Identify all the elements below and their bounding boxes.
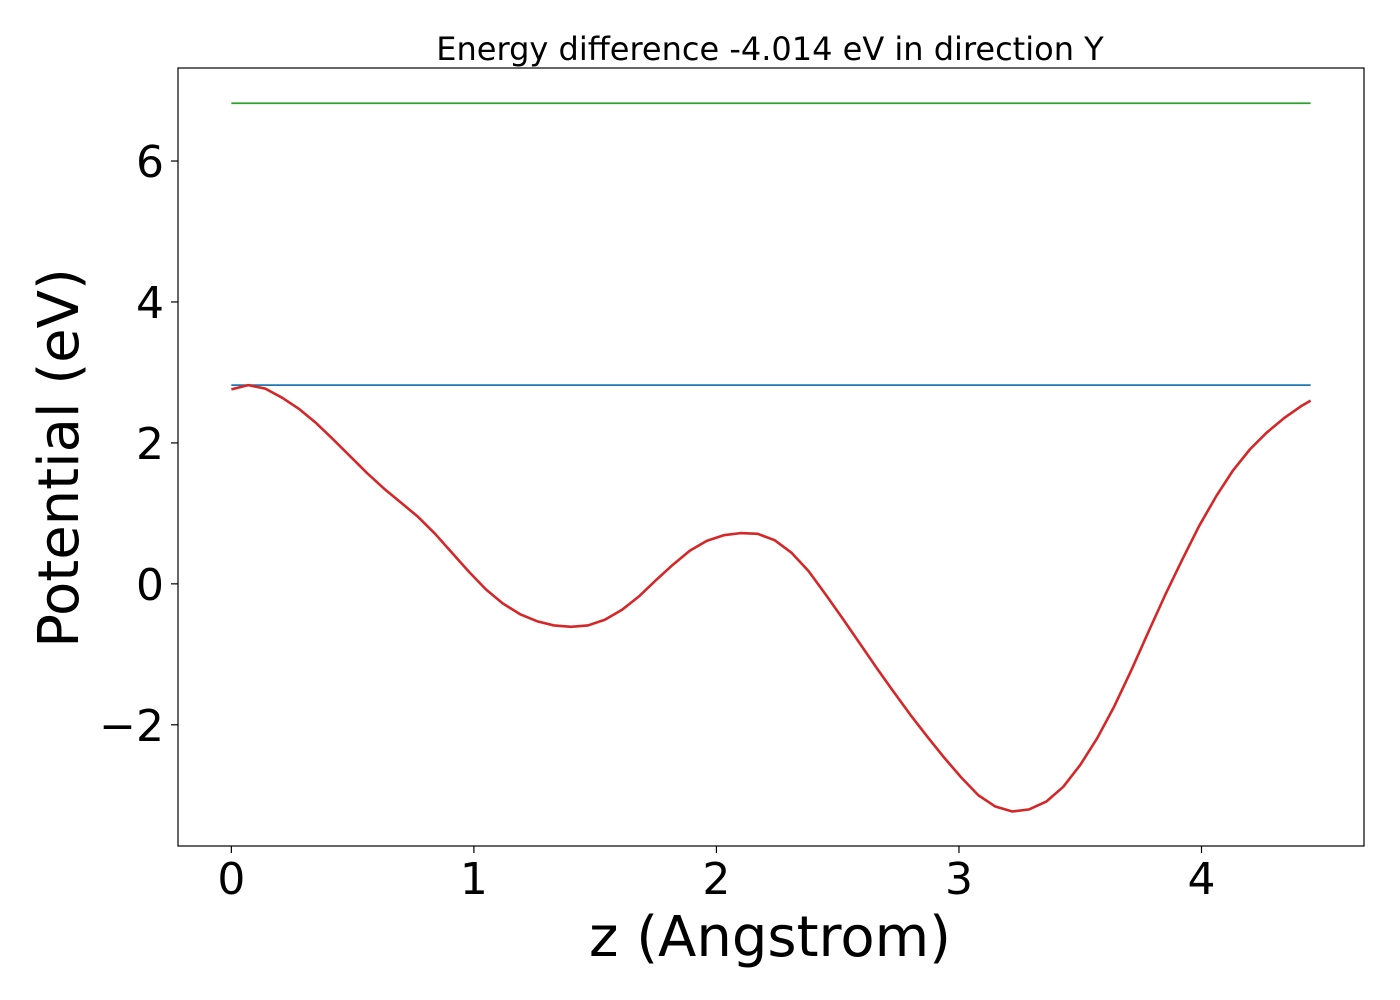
y-axis-title: Potential (eV) — [27, 268, 92, 648]
x-tick-label: 0 — [217, 854, 245, 905]
x-axis-title: z (Angstrom) — [589, 905, 951, 970]
plot-frame — [177, 67, 1365, 847]
chart-title: Energy difference -4.014 eV in direction… — [436, 30, 1104, 68]
y-tick-label: 0 — [136, 560, 164, 611]
series-layer — [231, 102, 1312, 813]
y-axis-ticks: −2 0 2 4 6 — [99, 137, 178, 752]
y-tick-label: 6 — [136, 137, 164, 188]
y-tick-label: 4 — [136, 278, 164, 329]
x-tick-label: 2 — [702, 854, 730, 905]
x-tick-label: 1 — [460, 854, 488, 905]
plot-area: 0 1 2 3 4 −2 0 2 4 6 — [99, 67, 1365, 905]
y-tick-label: 2 — [136, 419, 164, 470]
x-axis-ticks: 0 1 2 3 4 — [217, 846, 1216, 905]
x-tick-label: 4 — [1188, 854, 1216, 905]
y-tick-label: −2 — [99, 701, 164, 752]
series-line-0 — [231, 383, 1312, 813]
x-tick-label: 3 — [945, 854, 973, 905]
